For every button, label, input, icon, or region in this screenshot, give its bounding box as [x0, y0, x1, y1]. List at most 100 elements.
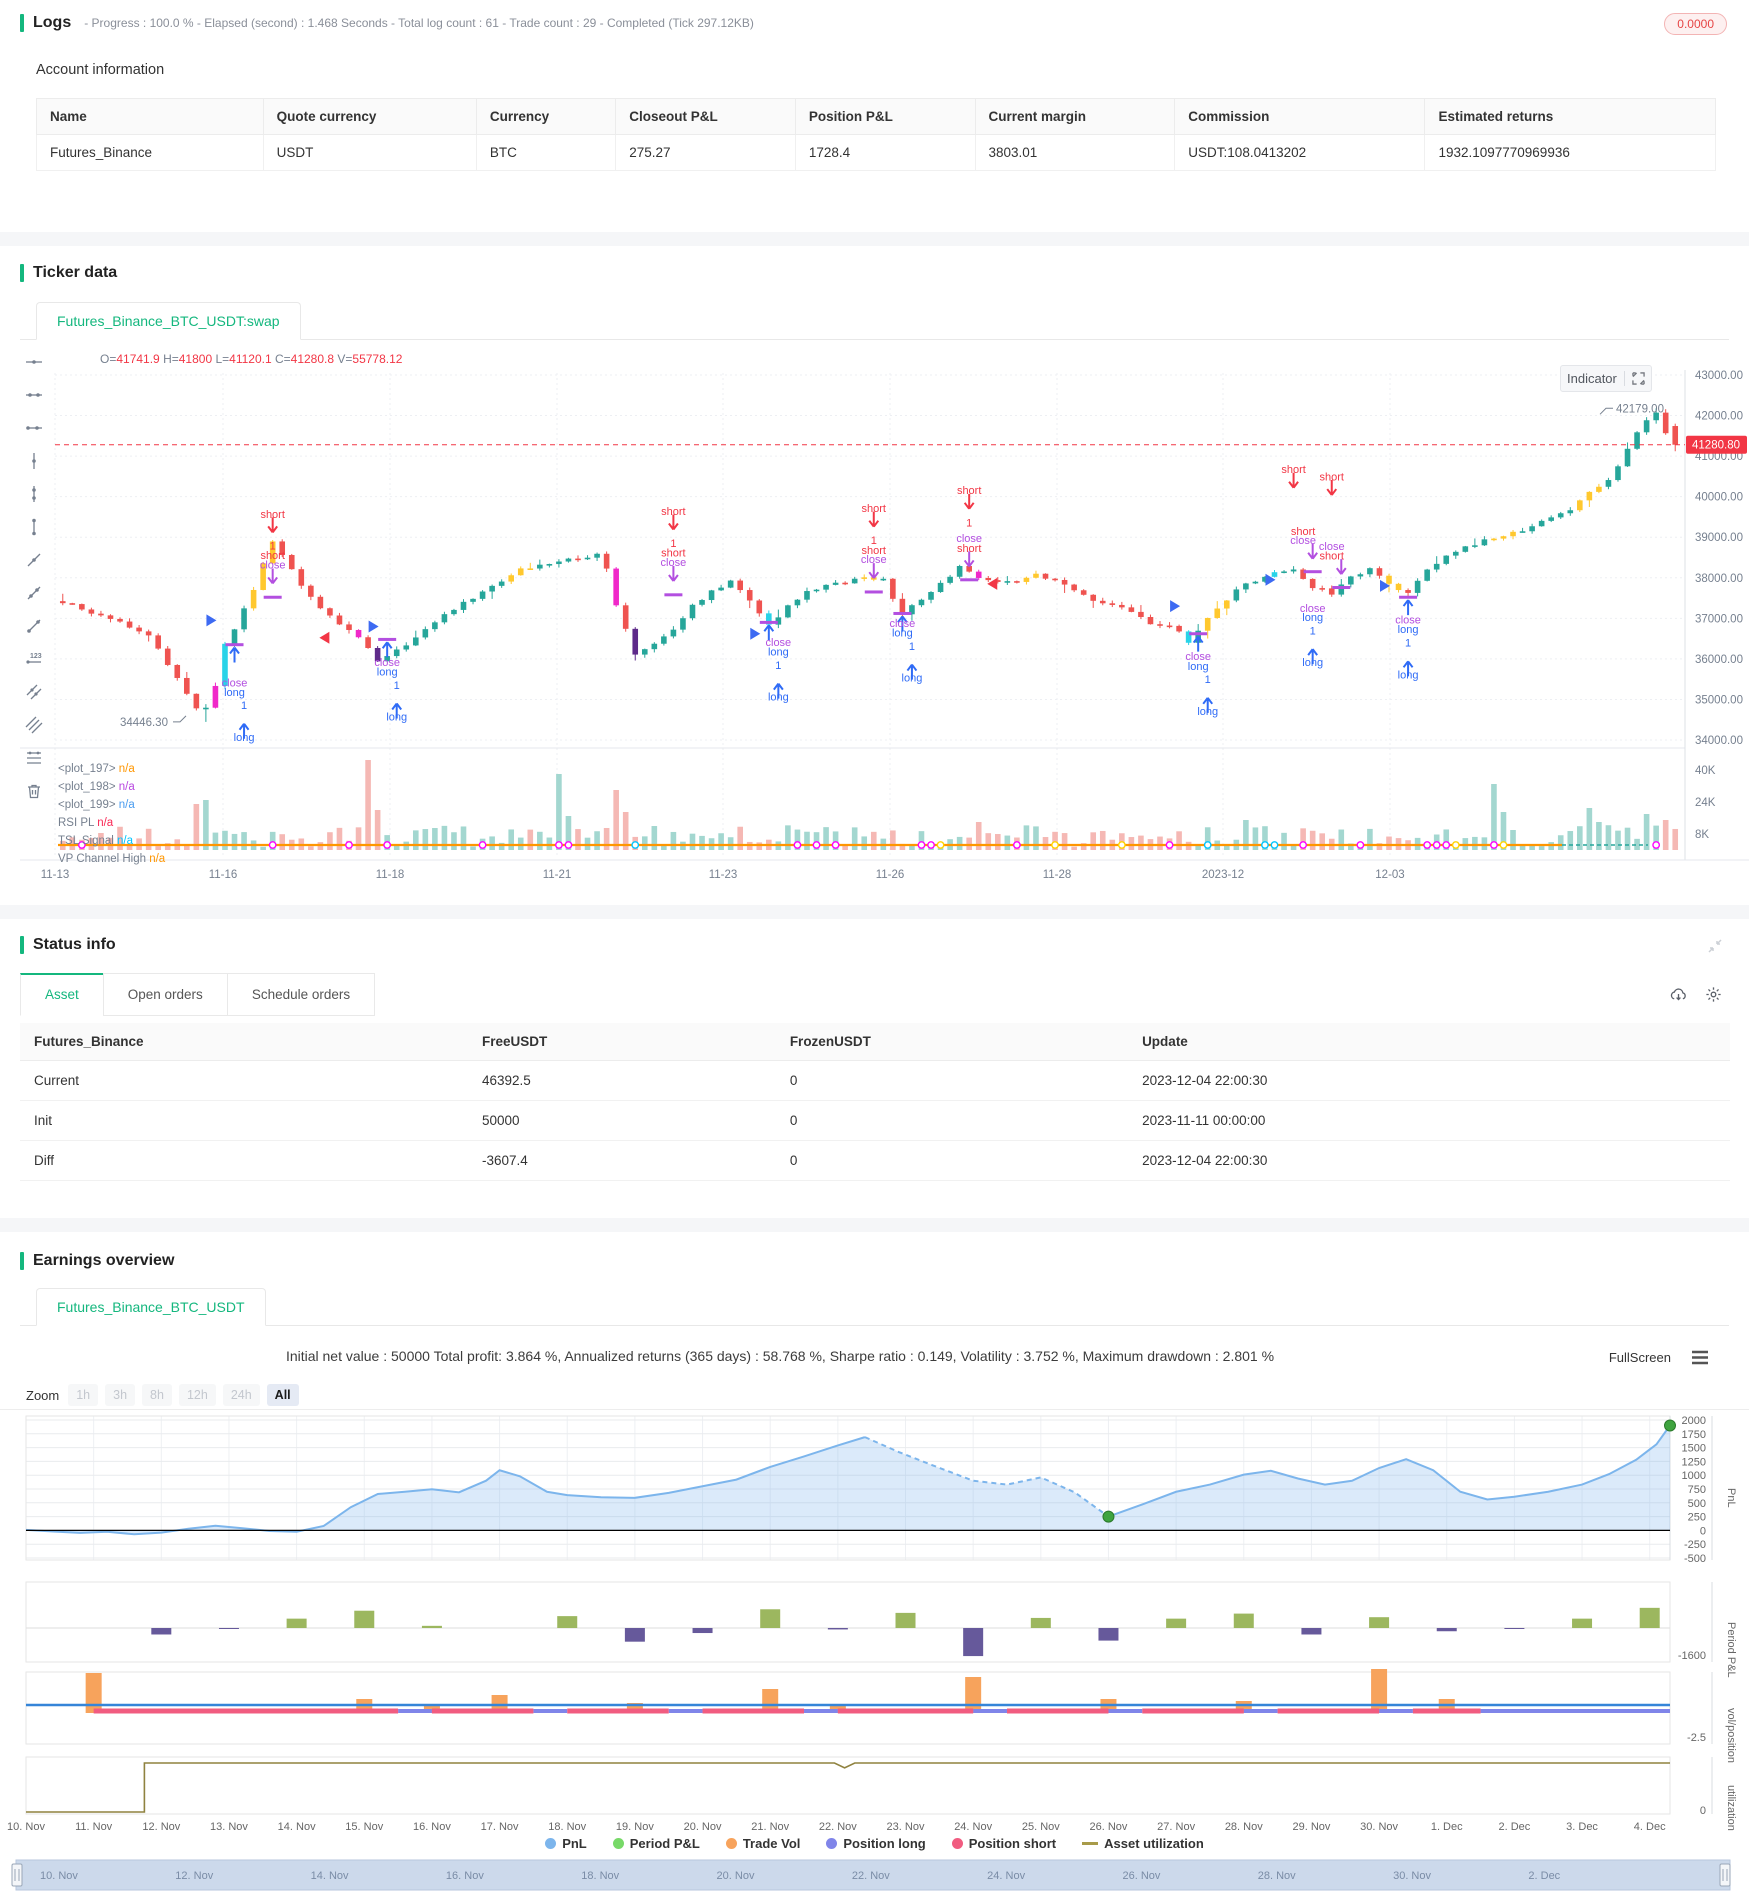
svg-text:short: short — [1320, 551, 1344, 563]
svg-text:40K: 40K — [1695, 765, 1716, 777]
svg-text:-500: -500 — [1684, 1553, 1706, 1565]
horizontal-levels-icon[interactable] — [24, 748, 44, 768]
zoom-option-all[interactable]: All — [266, 1384, 299, 1406]
account-table: Name Quote currency Currency Closeout P&L Po… — [36, 98, 1716, 171]
zoom-option-3h[interactable]: 3h — [105, 1384, 136, 1406]
svg-text:11. Nov: 11. Nov — [75, 1821, 113, 1833]
svg-text:24. Nov: 24. Nov — [954, 1821, 992, 1833]
svg-text:short: short — [1320, 471, 1344, 483]
trend-segment-icon[interactable] — [24, 550, 44, 570]
svg-text:21. Nov: 21. Nov — [751, 1821, 789, 1833]
svg-text:1: 1 — [966, 517, 972, 529]
legend-item-position-short[interactable]: Position short — [951, 1836, 1057, 1851]
legend-swatch — [1082, 1842, 1099, 1845]
gear-icon[interactable] — [1704, 985, 1723, 1004]
table-row: Init 50000 0 2023-11-11 00:00:00 — [20, 1100, 1730, 1141]
vertical-segment-icon[interactable] — [24, 451, 44, 471]
svg-text:37000.00: 37000.00 — [1695, 613, 1743, 625]
svg-text:30. Nov: 30. Nov — [1360, 1821, 1398, 1833]
delete-icon[interactable] — [24, 781, 44, 801]
svg-text:11-26: 11-26 — [876, 869, 905, 881]
legend-item-pnl[interactable]: PnL — [545, 1836, 587, 1851]
svg-text:19. Nov: 19. Nov — [616, 1821, 654, 1833]
candlestick-chart[interactable]: 43000.00 42000.00 41000.00 40000.00 39000.00… — [0, 345, 1749, 890]
divider — [0, 1409, 1749, 1410]
svg-text:long: long — [386, 712, 407, 724]
horizontal-line-icon[interactable] — [24, 385, 44, 405]
horizontal-segment-icon[interactable] — [24, 352, 44, 372]
candlestick-plot: 43000.00 42000.00 41000.00 40000.00 39000.00… — [20, 352, 1749, 881]
svg-text:250: 250 — [1688, 1512, 1706, 1524]
chart-navigator[interactable]: 10. Nov 12. Nov 14. Nov 16. Nov 18. Nov 20. N… — [11, 1859, 1731, 1891]
trend-line-icon[interactable] — [24, 583, 44, 603]
status-col-header: FrozenUSDT — [775, 1023, 1129, 1061]
vertical-line-icon[interactable] — [24, 484, 44, 504]
ticker-tab-active[interactable]: Futures_Binance_BTC_USDT:swap — [36, 302, 301, 340]
legend-item-asset-utilization[interactable]: Asset utilization — [1082, 1836, 1204, 1851]
svg-text:123: 123 — [30, 653, 42, 660]
trend-ray-icon[interactable] — [24, 616, 44, 636]
earnings-title: Earnings overview — [33, 1252, 175, 1269]
account-col-header: Commission — [1174, 98, 1426, 135]
chart-menu-icon[interactable] — [1691, 1350, 1709, 1365]
legend-item-trade-vol[interactable]: Trade Vol — [725, 1836, 800, 1851]
price-channel-icon[interactable] — [24, 715, 44, 735]
svg-text:close: close — [956, 533, 982, 545]
tab-open-orders[interactable]: Open orders — [102, 973, 228, 1016]
zoom-option-24h[interactable]: 24h — [222, 1384, 260, 1406]
zoom-label: Zoom — [26, 1387, 60, 1403]
divider — [1623, 371, 1625, 386]
svg-text:18. Nov: 18. Nov — [548, 1821, 586, 1833]
svg-text:short: short — [1281, 464, 1305, 476]
account-col-header: Quote currency — [262, 98, 477, 135]
parallel-lines-icon[interactable] — [24, 682, 44, 702]
account-cell: Futures_Binance — [36, 134, 264, 171]
svg-text:500: 500 — [1688, 1498, 1706, 1510]
svg-text:close: close — [766, 637, 792, 649]
svg-text:close: close — [374, 657, 400, 669]
svg-text:42000.00: 42000.00 — [1695, 411, 1743, 423]
svg-text:1: 1 — [775, 660, 781, 672]
cloud-download-icon[interactable] — [1669, 985, 1688, 1004]
account-col-header: Position P&L — [794, 98, 976, 135]
svg-text:close: close — [661, 557, 687, 569]
svg-text:12. Nov: 12. Nov — [175, 1870, 213, 1882]
status-cell: 0 — [775, 1060, 1129, 1101]
svg-text:Period P&L: Period P&L — [1725, 1622, 1737, 1678]
zoom-option-8h[interactable]: 8h — [142, 1384, 172, 1406]
price-note-icon[interactable]: 123 — [24, 649, 44, 669]
account-cell: 275.27 — [615, 134, 796, 171]
svg-text:42179.00: 42179.00 — [1616, 403, 1664, 415]
legend-item-position-long[interactable]: Position long — [826, 1836, 926, 1851]
fullscreen-icon[interactable] — [1632, 372, 1645, 385]
horizontal-ray-icon[interactable] — [24, 418, 44, 438]
earnings-tab-active[interactable]: Futures_Binance_BTC_USDT — [36, 1288, 266, 1326]
vertical-extended-icon[interactable] — [24, 517, 44, 537]
status-tabs: Asset Open orders Schedule orders — [20, 973, 376, 1016]
svg-text:41280.80: 41280.80 — [1692, 440, 1740, 452]
navigator-handle[interactable] — [1719, 1863, 1731, 1887]
svg-text:26. Nov: 26. Nov — [1122, 1870, 1160, 1882]
account-cell: USDT:108.0413202 — [1174, 134, 1426, 171]
logs-progress-text: - Progress : 100.0 % - Elapsed (second) … — [84, 16, 754, 30]
svg-text:10. Nov: 10. Nov — [7, 1821, 45, 1833]
account-col-header: Current margin — [974, 98, 1176, 135]
svg-text:11-16: 11-16 — [209, 869, 238, 881]
legend-swatch — [545, 1838, 557, 1849]
svg-text:<plot_198> n/a: <plot_198> n/a — [58, 781, 135, 793]
zoom-option-12h[interactable]: 12h — [178, 1384, 216, 1406]
navigator-handle[interactable] — [11, 1863, 23, 1887]
svg-text:27. Nov: 27. Nov — [1157, 1821, 1195, 1833]
collapse-icon[interactable] — [1707, 938, 1723, 954]
svg-text:long: long — [377, 667, 398, 679]
legend-label: Position short — [968, 1836, 1057, 1851]
legend-item-period-p-l[interactable]: Period P&L — [612, 1836, 700, 1851]
zoom-option-1h[interactable]: 1h — [68, 1384, 99, 1406]
earnings-chart[interactable]: 200017501500125010007505002500-250-500Pn… — [0, 1410, 1749, 1899]
svg-text:22. Nov: 22. Nov — [852, 1870, 890, 1882]
tab-schedule-orders[interactable]: Schedule orders — [226, 973, 376, 1016]
tab-asset[interactable]: Asset — [20, 973, 104, 1016]
indicator-button[interactable]: Indicator — [1560, 365, 1652, 392]
svg-text:long: long — [892, 628, 913, 640]
fullscreen-button[interactable]: FullScreen — [1608, 1350, 1671, 1365]
